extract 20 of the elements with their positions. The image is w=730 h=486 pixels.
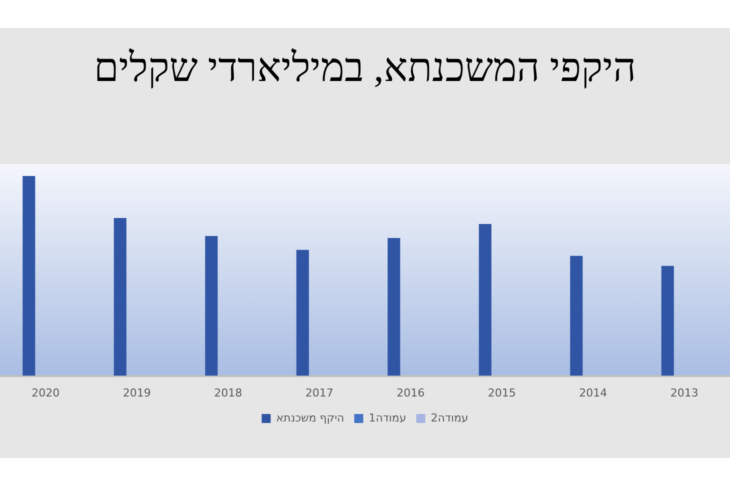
bar	[661, 266, 674, 376]
x-tick-label: 2016	[396, 386, 425, 400]
x-tick-label: 2014	[579, 386, 608, 400]
x-tick-label: 2020	[32, 386, 60, 400]
x-tick-label: 2018	[214, 386, 242, 400]
legend-label: עמודה1	[368, 411, 406, 424]
bar	[22, 176, 36, 376]
legend-label: היקף משכנתא	[276, 411, 344, 424]
chart-title: היקפי המשכנתא, במיליארדי שקלים	[92, 44, 638, 91]
x-tick-label: 2015	[488, 386, 516, 400]
legend-label: עמודה2	[430, 411, 468, 424]
x-tick-label: 2019	[122, 386, 151, 400]
bar	[296, 250, 309, 376]
bar	[205, 236, 218, 376]
bar	[570, 256, 583, 376]
x-tick-label: 2013	[670, 386, 698, 400]
bar	[478, 224, 492, 376]
bar	[388, 238, 400, 376]
x-tick-label: 2017	[305, 386, 334, 400]
bar	[114, 218, 126, 376]
